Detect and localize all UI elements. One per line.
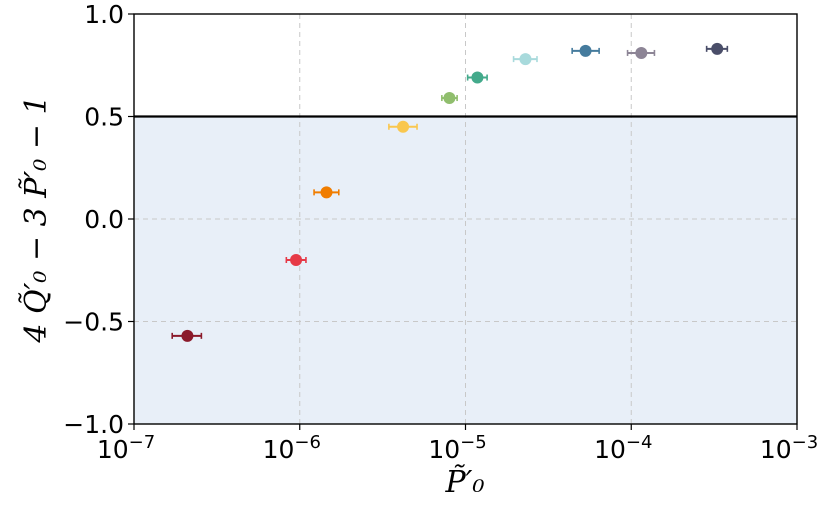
y-tick-label: 0.0: [84, 205, 124, 234]
x-ticks: 10−7 10−6 10−5 10−4 10−3: [97, 424, 818, 464]
point-marker: [579, 44, 592, 57]
point-marker: [290, 254, 303, 266]
y-ticks: 1.0 0.5 0.0 −0.5 −1.0: [63, 0, 134, 439]
data-point: [388, 120, 418, 133]
x-tick-label: 10−6: [263, 432, 321, 464]
x-axis-label: P̃′₀: [444, 465, 484, 500]
point-marker: [635, 46, 648, 59]
y-axis-label: 4 Q̃′₀ − 3 P̃′₀ − 1: [19, 95, 54, 343]
data-point: [512, 53, 538, 66]
y-tick-label: −1.0: [63, 410, 124, 439]
data-point: [441, 92, 458, 105]
point-marker: [397, 120, 410, 133]
x-tick-label: 10−4: [594, 432, 652, 464]
data-point: [285, 254, 307, 266]
y-tick-label: −0.5: [63, 308, 124, 337]
y-tick-label: 1.0: [84, 0, 124, 29]
data-points: [171, 42, 729, 342]
data-point: [571, 44, 600, 57]
data-point: [626, 46, 656, 59]
y-tick-label: 0.5: [84, 103, 124, 132]
x-tick-label: 10−5: [428, 432, 486, 464]
point-marker: [181, 329, 194, 342]
point-marker: [320, 186, 333, 199]
point-marker: [519, 53, 532, 66]
point-marker: [711, 42, 724, 55]
point-marker: [471, 71, 484, 84]
point-marker: [443, 92, 456, 105]
data-point: [705, 42, 729, 55]
data-point: [313, 186, 340, 199]
x-tick-label: 10−7: [97, 432, 155, 464]
data-point: [171, 329, 203, 342]
data-point: [466, 71, 488, 84]
x-tick-label: 10−3: [760, 432, 818, 464]
